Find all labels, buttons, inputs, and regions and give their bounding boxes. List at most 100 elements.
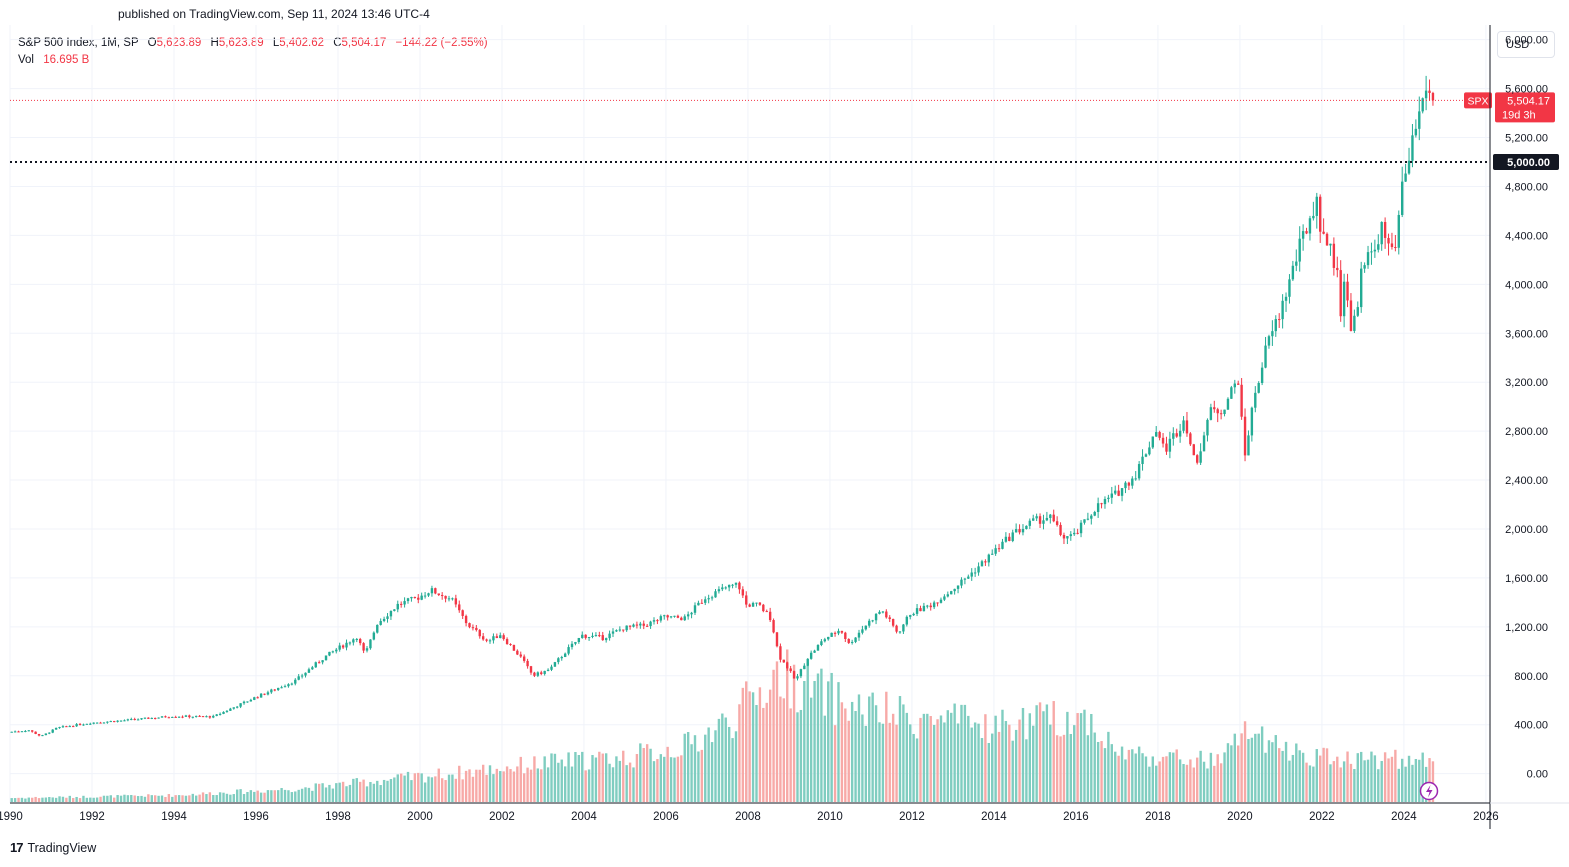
- volume-bar: [615, 756, 618, 802]
- candle-body: [1254, 392, 1257, 408]
- currency-button[interactable]: USD: [1497, 31, 1555, 58]
- candle-body: [874, 613, 878, 621]
- candle-body: [283, 686, 287, 688]
- candle-body: [485, 639, 488, 641]
- lightning-bolt: [1426, 785, 1433, 798]
- volume-bar: [34, 796, 37, 802]
- volume-bar: [1178, 759, 1182, 802]
- volume-bar: [1117, 755, 1120, 802]
- volume-bar: [902, 704, 905, 802]
- volume-bar: [1045, 704, 1049, 802]
- candle-body: [218, 713, 222, 715]
- symbol-label[interactable]: S&P 500 Index, 1M, SP: [18, 37, 139, 49]
- candle-body: [1134, 478, 1137, 480]
- candle-body: [1373, 249, 1377, 252]
- price-axis[interactable]: 0.00 400.00 800.00 1,200.00 1,600.00 2,000.00…: [1489, 25, 1548, 829]
- candle-body: [727, 584, 731, 588]
- volume-bar: [1076, 713, 1079, 802]
- candle-body: [584, 634, 587, 638]
- candle-body: [174, 716, 177, 718]
- volume-bar: [177, 795, 181, 802]
- volume-bar: [198, 794, 201, 802]
- volume-bar: [1428, 758, 1431, 802]
- volume-bar: [505, 766, 509, 802]
- candle-body: [20, 731, 24, 733]
- volume-bar: [396, 774, 399, 802]
- replay-lightning-icon[interactable]: [1419, 781, 1439, 801]
- volume-bar: [352, 778, 355, 802]
- volume-bar: [683, 733, 686, 802]
- volume-bar: [338, 782, 341, 802]
- volume-bar: [581, 751, 584, 802]
- candle-body: [577, 637, 581, 642]
- candle-body: [717, 589, 721, 592]
- candle-body: [225, 710, 229, 712]
- change-value: −144.22 (−2.55%): [395, 37, 488, 49]
- candle-body: [1189, 433, 1192, 445]
- candle-body: [160, 716, 164, 718]
- volume-bar: [471, 776, 475, 802]
- volume-bar: [1001, 709, 1004, 802]
- volume-bar: [1363, 760, 1366, 802]
- volume-bar: [980, 738, 984, 802]
- volume-bar: [1230, 745, 1233, 802]
- volume-bar: [956, 723, 960, 802]
- candle-body: [1387, 237, 1390, 244]
- volume-bar: [300, 788, 304, 802]
- candle-body: [492, 636, 495, 641]
- volume-bar: [287, 790, 290, 802]
- candle-body: [379, 620, 382, 625]
- volume-bar: [276, 790, 280, 802]
- candle-body: [304, 672, 307, 676]
- volume-bar: [567, 752, 570, 802]
- volume-bar: [717, 718, 721, 802]
- volume-bar: [1424, 766, 1428, 802]
- volume-bar: [509, 769, 512, 802]
- candle-body: [386, 616, 389, 619]
- candle-body: [287, 684, 290, 687]
- candle-body: [143, 717, 147, 719]
- candle-body: [164, 716, 167, 718]
- volume-bar: [1312, 766, 1315, 802]
- candle-body: [136, 719, 140, 721]
- volume-bar: [1281, 750, 1284, 802]
- candle-body: [85, 723, 89, 725]
- tradingview-footer[interactable]: 17 TradingView: [10, 840, 96, 855]
- volume-bar: [348, 784, 352, 802]
- candle-body: [307, 669, 311, 673]
- candle-body: [58, 727, 61, 729]
- volume-bar: [738, 704, 741, 802]
- candle-body: [652, 620, 656, 622]
- time-axis[interactable]: 1990 1992 1994 1996 1998 2000 2002 2004 2006 2008…: [0, 802, 1569, 823]
- volume-bar: [54, 797, 58, 802]
- volume-bar: [680, 755, 683, 802]
- candle-body: [1233, 383, 1236, 388]
- volume-bar: [604, 753, 608, 802]
- candle-body: [857, 632, 861, 638]
- volume-bar: [106, 795, 109, 802]
- volume-bar: [601, 753, 604, 802]
- volume-bar: [1370, 751, 1373, 802]
- candle-body: [294, 679, 297, 684]
- candle-body: [1032, 518, 1035, 521]
- volume-bar: [1325, 748, 1329, 802]
- volume-bar: [693, 735, 697, 802]
- volume-label[interactable]: Vol: [18, 54, 34, 66]
- volume-bar: [317, 783, 321, 802]
- volume-bar: [1295, 743, 1298, 802]
- candle-body: [693, 605, 697, 613]
- candle-body: [840, 630, 844, 633]
- candle-body: [639, 623, 642, 626]
- candle-body: [1291, 265, 1295, 280]
- candle-body: [1383, 221, 1387, 238]
- candle-body: [1137, 464, 1141, 479]
- low-value: 5,402.62: [279, 37, 324, 49]
- volume-bar: [632, 767, 635, 802]
- volume-bar: [710, 742, 714, 802]
- ticker-tag: SPX: [1467, 95, 1488, 107]
- time-tick-label: 1994: [161, 811, 187, 823]
- candle-body: [229, 708, 232, 711]
- high-value: 5,623.89: [218, 37, 264, 49]
- candle-body: [980, 561, 984, 567]
